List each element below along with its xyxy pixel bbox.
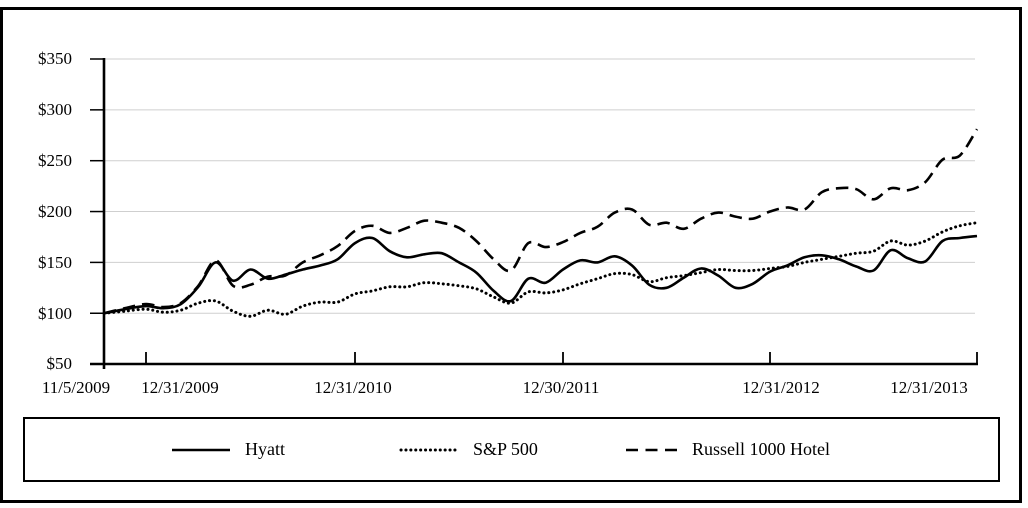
x-axis-label-2013-end: 12/31/2013 — [890, 378, 968, 397]
x-axis-label-2011-end: 12/30/2011 — [522, 378, 600, 397]
x-axis-label-2009-start: 11/5/2009 — [41, 378, 111, 397]
y-axis-label-100: $100 — [38, 304, 72, 323]
y-axis-label-50: $50 — [46, 354, 73, 373]
legend-label-sp500: S&P 500 — [473, 439, 538, 459]
series-line-russell-1000-hotel — [103, 128, 979, 315]
series-line-s-p-500 — [102, 221, 979, 318]
y-axis-label-150: $150 — [38, 253, 72, 272]
legend-entry-russell-1000-hotel: Russell 1000 Hotel — [625, 419, 830, 480]
legend-entry-hyatt: Hyatt — [170, 419, 285, 480]
solid-line-sample-icon — [172, 448, 230, 451]
series-line-hyatt — [103, 234, 978, 315]
x-axis-label-2012-end: 12/31/2012 — [742, 378, 820, 397]
y-axis-label-200: $200 — [38, 202, 72, 221]
y-axis-label-300: $300 — [38, 100, 72, 119]
y-axis-label-350: $350 — [38, 49, 72, 68]
dashed-line-sample-icon — [626, 448, 678, 451]
y-axis-label-250: $250 — [38, 151, 72, 170]
x-axis-label-2010-end: 12/31/2010 — [314, 378, 392, 397]
legend-label-hyatt: Hyatt — [245, 439, 285, 459]
legend: Hyatt S&P 500 Russell 1000 Hotel — [23, 417, 1000, 482]
dotted-line-sample-icon — [399, 448, 460, 451]
x-axis-label-2009-end: 12/31/2009 — [141, 378, 219, 397]
legend-entry-sp500: S&P 500 — [398, 419, 538, 480]
legend-label-russell-1000-hotel: Russell 1000 Hotel — [692, 439, 830, 459]
